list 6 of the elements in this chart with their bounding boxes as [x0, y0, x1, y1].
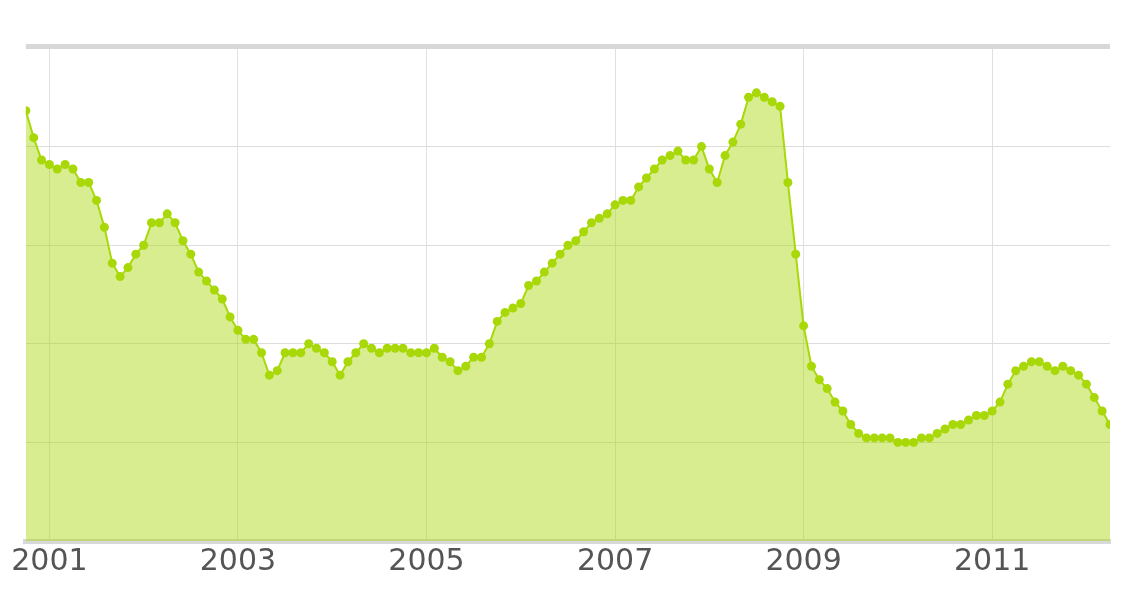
x-tick-label: 2003 — [199, 541, 277, 577]
x-tick-label: 2009 — [765, 541, 842, 577]
x-tick-label: 2007 — [576, 541, 654, 577]
x-tick-label: 2011 — [953, 541, 1031, 577]
x-tick-label: 2005 — [388, 541, 465, 577]
x-tick-label: 2001 — [11, 541, 88, 577]
